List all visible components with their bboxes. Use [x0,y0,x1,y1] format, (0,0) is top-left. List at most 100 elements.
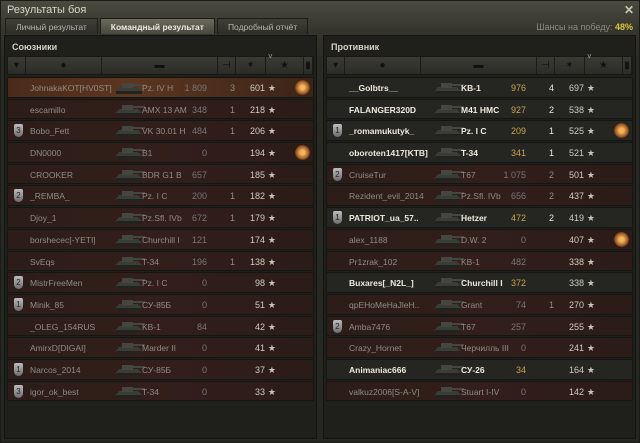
badge-icon[interactable]: ▾ [327,57,345,74]
star-icon: ★ [586,83,595,93]
star-icon: ★ [267,169,276,180]
player-row[interactable]: 1 PATRIOT_ua_57.. Hetzer 472 2 419 ★ [326,207,633,228]
player-icon[interactable]: ● [26,57,102,74]
tank-name: KB-1 [461,256,480,267]
player-row[interactable]: SvEqs T-34 196 1 138 ★ [7,250,314,272]
xp-value: 407 [568,234,584,245]
tank-image-icon [431,79,465,96]
tank-name: СУ-26 [461,364,485,375]
kills-value: 2 [549,169,555,180]
xp-star-icon[interactable]: ★ [266,52,304,74]
player-name: Animaniac666 [349,364,407,375]
star-icon: ★ [586,321,595,332]
medal-icon[interactable] [614,231,629,247]
player-name: Rezident_evil_2014 [349,191,424,202]
damage-value: 672 [191,213,207,224]
player-row[interactable]: valkuz2006[S-A-V] Stuart I-IV 0 142 ★ [326,380,633,402]
star-icon: ★ [267,148,276,159]
player-row[interactable]: JohnakaKOT[HV0ST] Pz. IV H 1 809 3 601 ★ [7,77,314,98]
medal-icon[interactable] [614,123,629,139]
damage-value: 1 809 [184,83,207,93]
star-icon: ★ [267,191,276,202]
medal-icon[interactable] [295,145,310,161]
player-icon[interactable]: ● [345,57,421,74]
damage-value: 657 [191,169,207,180]
damage-value: 372 [510,278,526,289]
tab-detailed-report[interactable]: Подробный отчёт [216,18,309,34]
star-icon: ★ [267,256,276,267]
tank-image-icon [431,231,465,248]
xp-star-icon[interactable]: ★ [585,52,623,74]
player-row[interactable]: 2 Amba7476 T67 257 255 ★ [326,315,633,337]
damage-value: 257 [510,321,526,332]
player-row[interactable]: CROOKER BDR G1 B 657 185 ★ [7,163,314,185]
damage-icon[interactable]: ⊣ [537,57,555,74]
tank-image-icon [431,339,465,356]
medal-icon[interactable]: ▮ [623,57,632,74]
tank-name: T67 [461,169,476,180]
player-row[interactable]: 2 _REMBA_ Pz. I C 200 1 182 ★ [7,185,314,207]
kills-icon[interactable]: ✶ [236,57,266,74]
tank-image-icon [112,383,146,400]
kills-icon[interactable]: ✶ [555,57,585,74]
tank-image-icon [112,361,146,378]
medal-icon[interactable]: ▮ [304,57,313,74]
player-row[interactable]: AmirxD[DIGAI] Marder II 0 41 ★ [7,337,314,358]
tab-team-result[interactable]: Командный результат [99,18,215,34]
tank-image-icon [431,187,465,204]
player-row[interactable]: Rezident_evil_2014 Pz.Sfl. IVb 656 2 437 ★ [326,185,633,207]
mastery-badge-icon: 2 [333,167,342,181]
player-row[interactable]: 1 _romamukutyk_ Pz. I C 209 1 525 ★ [326,120,633,142]
player-name: DN0000 [30,148,62,159]
player-row[interactable]: Crazy_Hornet Черчилль III 0 241 ★ [326,337,633,358]
star-icon: ★ [586,213,595,224]
win-chance-label: Шансы на победу: [536,22,613,32]
player-row[interactable]: DN0000 B1 0 194 ★ [7,142,314,163]
player-row[interactable]: Djoy_1 Pz.Sfl. IVb 672 1 179 ★ [7,207,314,228]
star-icon: ★ [586,364,595,375]
badge-icon[interactable]: ▾ [8,57,26,74]
player-row[interactable]: oboroten1417[KTB] T-34 341 1 521 ★ [326,142,633,163]
player-row[interactable]: _OLEG_154RUS KB-1 84 42 ★ [7,315,314,337]
damage-value: 0 [201,278,207,289]
player-row[interactable]: escamillo AMX 13 AM 348 1 218 ★ [7,98,314,120]
tank-icon[interactable]: ▬ [421,57,537,74]
player-row[interactable]: 1 Minik_85 СУ-85Б 0 51 ★ [7,293,314,315]
player-row[interactable]: 3 Bobo_Fett VK 30.01 H 484 1 206 ★ [7,120,314,142]
tank-name: Pz. I C [142,191,168,202]
player-row[interactable]: 3 igor_ok_best T-34 0 33 ★ [7,380,314,402]
player-row[interactable]: borshecec[-YETI] Churchill I 121 174 ★ [7,228,314,250]
xp-value: 437 [568,191,584,202]
player-row[interactable]: Animaniac666 СУ-26 34 164 ★ [326,358,633,380]
damage-value: 484 [191,126,207,137]
player-row[interactable]: 2 CruiseTur T67 1 075 2 501 ★ [326,163,633,185]
tab-personal-result[interactable]: Личный результат [5,18,98,34]
window-title: Результаты боя [7,4,87,16]
tank-name: AMX 13 AM [142,104,187,115]
player-row[interactable]: 2 MistrFreeMen Pz. I C 0 98 ★ [7,272,314,293]
star-icon: ★ [586,343,595,354]
player-row[interactable]: __Golbtrs__ KB-1 976 4 697 ★ [326,77,633,98]
star-icon: ★ [267,321,276,332]
mastery-badge-icon: 2 [14,189,23,203]
player-name: Amba7476 [349,321,391,332]
tank-icon[interactable]: ▬ [102,57,218,74]
enemies-title: Противник [331,42,380,52]
xp-value: 218 [249,104,265,115]
player-row[interactable]: Buxares[_N2L_] Churchill I 372 338 ★ [326,272,633,293]
player-row[interactable]: qpEHoMeHaJleH.. Grant 74 1 270 ★ [326,293,633,315]
close-icon[interactable]: ✕ [623,3,634,17]
star-icon: ★ [586,148,595,159]
damage-value: 0 [520,234,526,245]
damage-icon[interactable]: ⊣ [218,57,236,74]
player-row[interactable]: FALANGER320D M41 HMC 927 2 538 ★ [326,98,633,120]
tank-name: Pz.Sfl. IVb [142,213,182,224]
player-row[interactable]: Pr1zrak_102 KB-1 482 338 ★ [326,250,633,272]
medal-icon[interactable] [295,80,310,95]
player-row[interactable]: alex_1188 D.W. 2 0 407 ★ [326,228,633,250]
star-icon: ★ [586,169,595,180]
player-row[interactable]: 1 Narcos_2014 СУ-85Б 0 37 ★ [7,358,314,380]
tank-image-icon [431,361,465,378]
star-icon: ★ [267,234,276,245]
xp-value: 51 [254,299,265,310]
